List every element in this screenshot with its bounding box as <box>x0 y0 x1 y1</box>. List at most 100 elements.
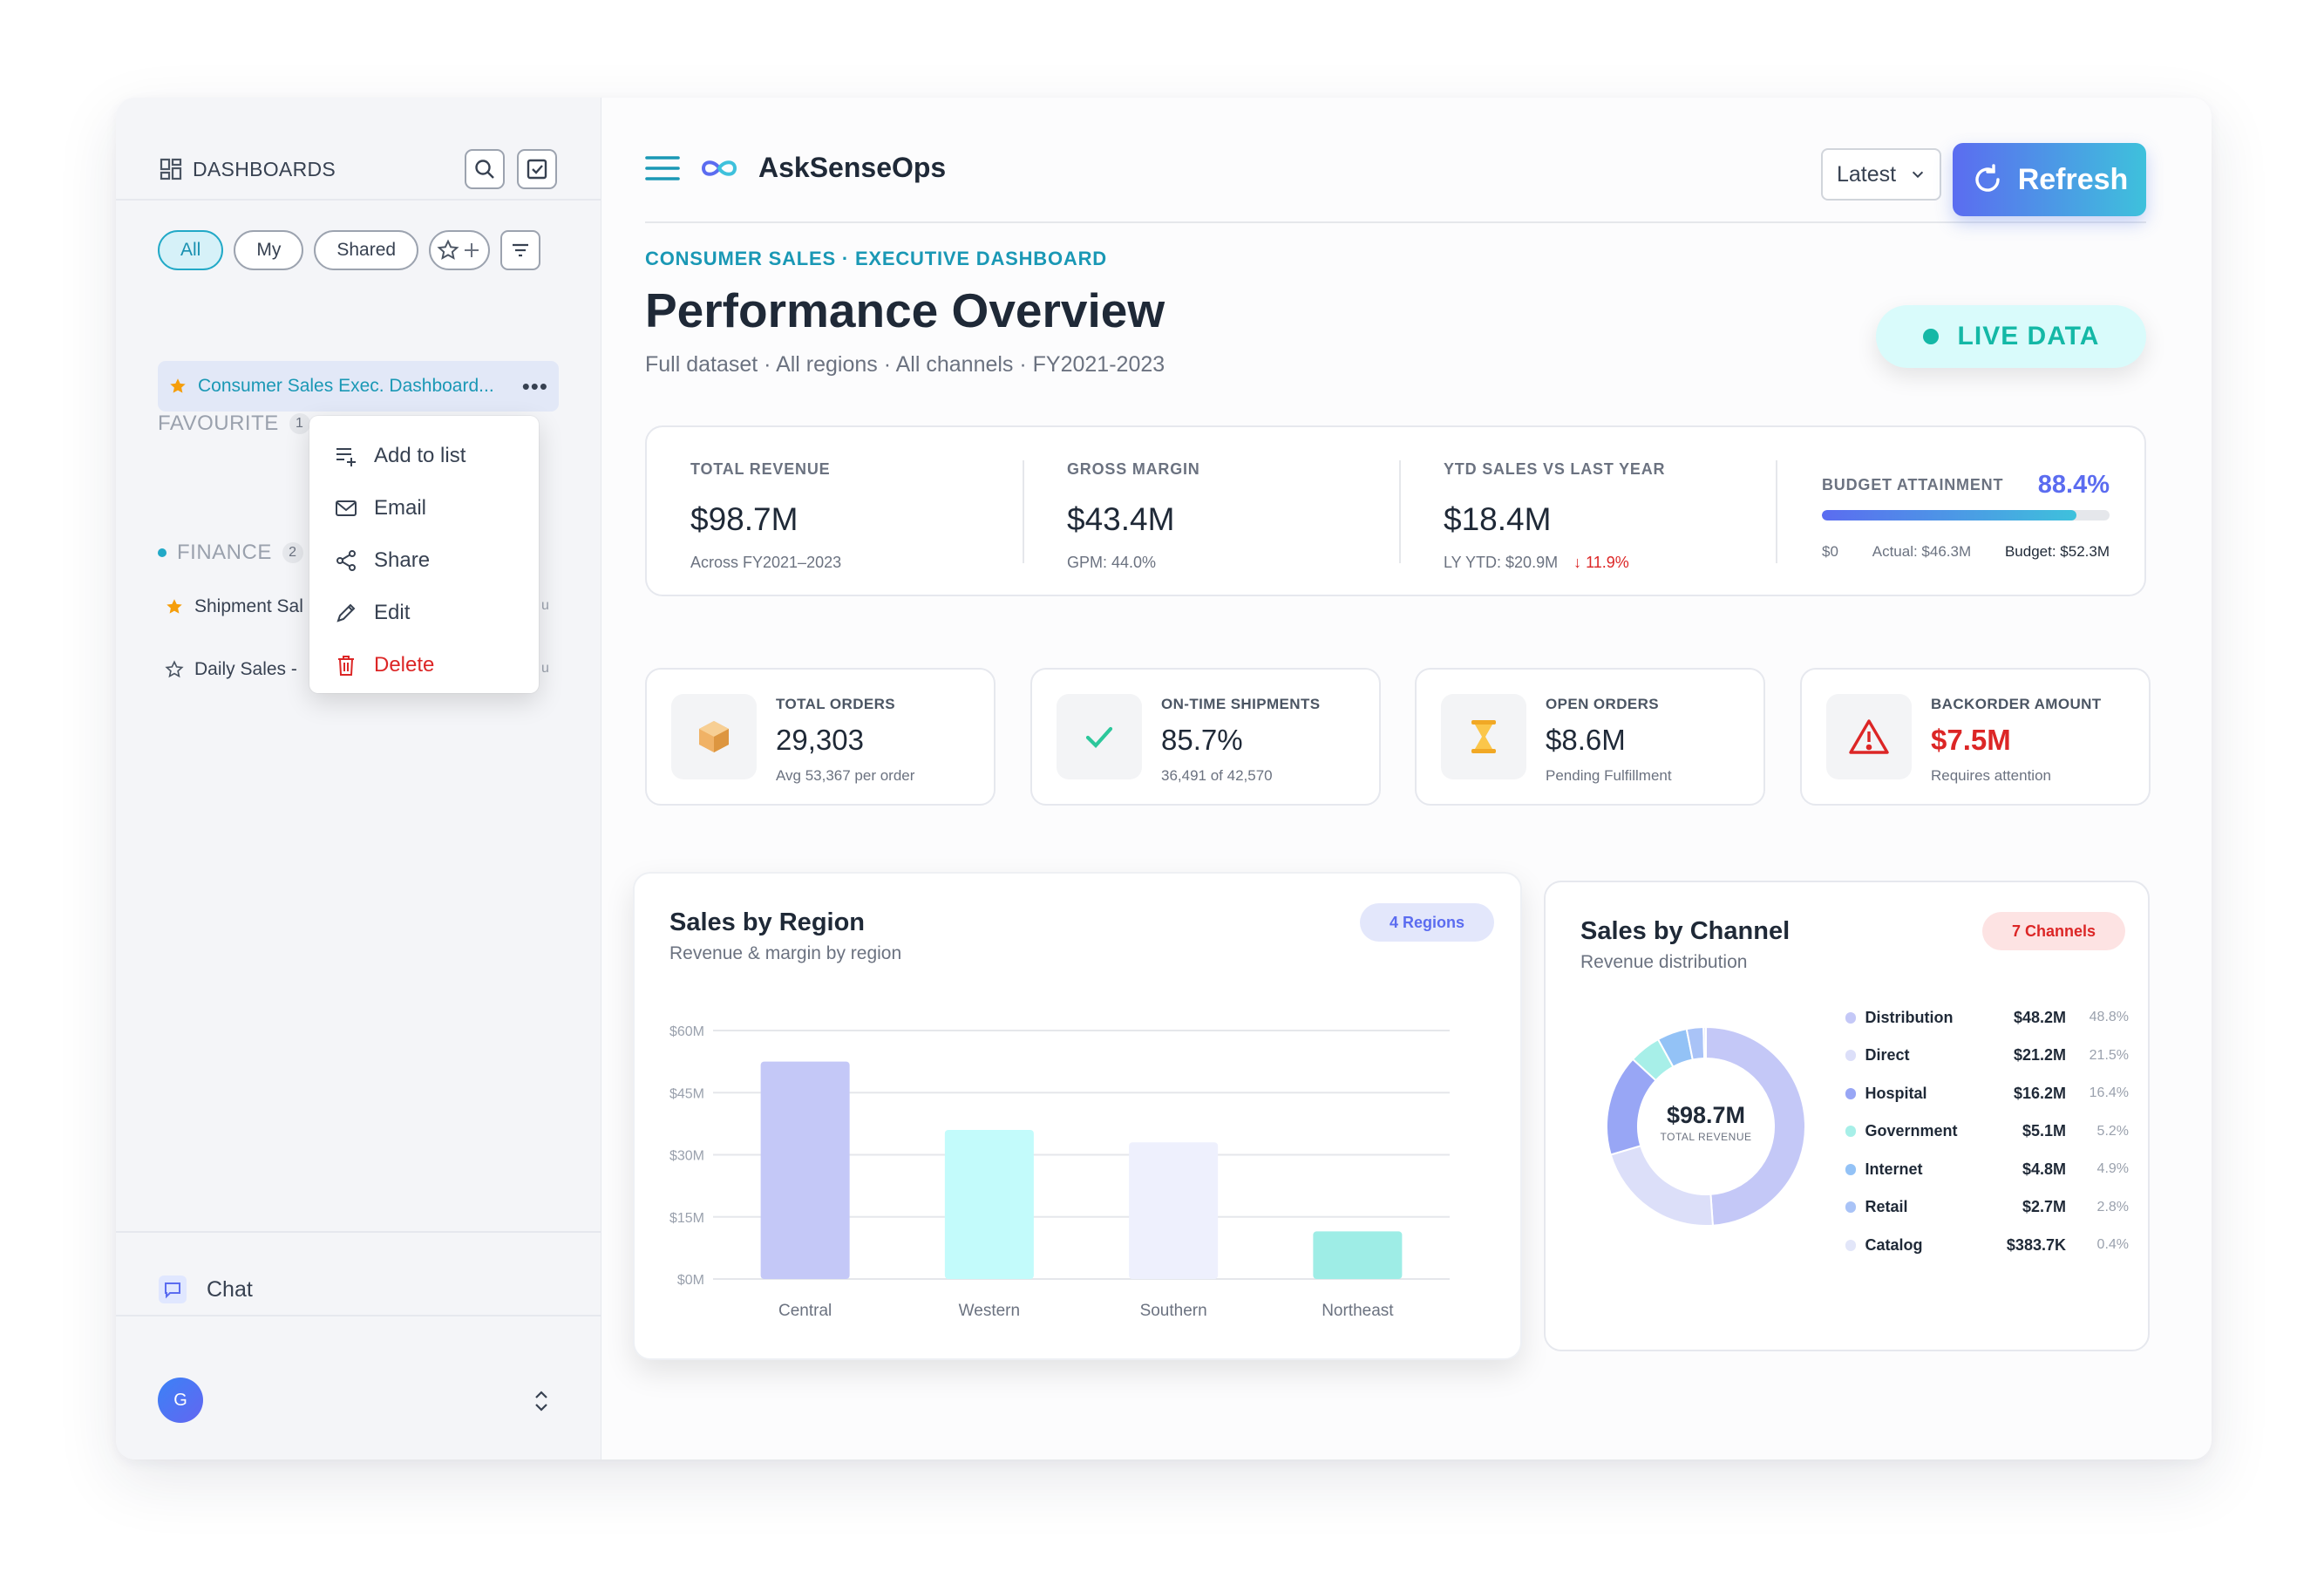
legend-percent: 21.5% <box>2089 1047 2130 1063</box>
bar-western[interactable] <box>944 1130 1034 1279</box>
finance-dot <box>158 548 166 557</box>
filter-my[interactable]: My <box>234 230 304 270</box>
card-label: ON-TIME SHIPMENTS <box>1161 696 1321 712</box>
finance-item-daily-sales[interactable]: Daily Sales - <box>165 659 297 680</box>
legend-item-direct[interactable]: Direct $21.2M 21.5% <box>1845 1044 2129 1067</box>
sidebar-title-label: DASHBOARDS <box>193 157 336 180</box>
period-select[interactable]: Latest <box>1821 148 1941 201</box>
legend-item-distribution[interactable]: Distribution $48.2M 48.8% <box>1845 1006 2129 1029</box>
bar-southern[interactable] <box>1129 1142 1219 1279</box>
finance-item-owner-fragment: u <box>541 661 549 676</box>
donut-slice-direct[interactable] <box>1609 1145 1714 1227</box>
menu-item-label: Share <box>374 548 431 572</box>
legend-swatch <box>1845 1087 1857 1099</box>
refresh-button[interactable]: Refresh <box>1953 143 2146 216</box>
sidebar-search-button[interactable] <box>465 149 505 189</box>
channel-panel-subtitle: Revenue distribution <box>1580 952 1748 972</box>
page-subtitle: Full dataset · All regions · All channel… <box>645 352 1165 377</box>
favourite-label: FAVOURITE <box>158 412 279 435</box>
card-value: 85.7% <box>1161 724 1243 756</box>
x-tick-label: Western <box>959 1302 1020 1320</box>
legend-item-retail[interactable]: Retail $2.7M 2.8% <box>1845 1196 2129 1219</box>
sidebar-select-button[interactable] <box>517 149 557 189</box>
finance-section-header[interactable]: FINANCE 2 <box>158 541 303 565</box>
dashboards-grid-icon <box>160 158 182 180</box>
filter-options-button[interactable] <box>500 230 541 270</box>
user-avatar[interactable]: G <box>158 1378 203 1423</box>
share-icon <box>336 550 356 571</box>
legend-swatch <box>1845 1011 1857 1024</box>
hourglass-icon <box>1441 694 1526 779</box>
refresh-label: Refresh <box>2017 162 2129 196</box>
x-tick-label: Southern <box>1140 1302 1207 1320</box>
card-on-time-shipments: ON-TIME SHIPMENTS 85.7% 36,491 of 42,570 <box>1030 668 1381 806</box>
menu-item-edit[interactable]: Edit <box>309 587 539 639</box>
chevron-up-down-icon[interactable] <box>532 1388 551 1414</box>
legend-value: $21.2M <box>2013 1046 2066 1064</box>
legend-value: $48.2M <box>2013 1008 2066 1026</box>
sidebar-divider <box>116 199 601 201</box>
menu-item-share[interactable]: Share <box>309 534 539 587</box>
legend-item-catalog[interactable]: Catalog $383.7K 0.4% <box>1845 1234 2129 1256</box>
kpi-sub: Across FY2021–2023 <box>690 554 842 571</box>
channel-panel-title: Sales by Channel <box>1580 917 1791 945</box>
chat-icon <box>159 1276 187 1303</box>
donut-slice-catalog[interactable] <box>1702 1025 1707 1060</box>
favourite-section-header[interactable]: FAVOURITE 1 <box>158 412 338 436</box>
legend-swatch <box>1845 1050 1857 1061</box>
menu-item-delete[interactable]: Delete <box>309 639 539 691</box>
hamburger-menu-icon[interactable] <box>645 154 680 182</box>
budget-min: $0 <box>1822 543 1838 560</box>
y-tick-label: $60M <box>669 1024 704 1039</box>
menu-item-email[interactable]: Email <box>309 482 539 534</box>
channel-donut-chart <box>1606 1025 1806 1227</box>
checkbox-icon <box>527 159 547 180</box>
favourite-dashboard-item[interactable]: Consumer Sales Exec. Dashboard... ••• <box>158 361 559 412</box>
donut-center-label: TOTAL REVENUE <box>1660 1131 1752 1143</box>
donut-slice-distribution[interactable] <box>1705 1025 1806 1227</box>
y-tick-label: $30M <box>669 1149 704 1164</box>
legend-swatch <box>1845 1201 1857 1213</box>
bar-central[interactable] <box>760 1061 850 1279</box>
card-sub: Pending Fulfillment <box>1546 767 1672 784</box>
legend-label: Distribution <box>1865 1008 1954 1026</box>
budget-progress-bar <box>1822 510 2110 520</box>
legend-percent: 5.2% <box>2096 1123 2130 1139</box>
filter-shared[interactable]: Shared <box>314 230 419 270</box>
main-content: AskSenseOps Latest Refresh CONSUMER SALE… <box>601 98 2212 1459</box>
donut-center-value: $98.7M <box>1666 1102 1746 1128</box>
kpi-value: $43.4M <box>1067 501 1175 537</box>
star-filled-icon <box>170 378 186 393</box>
menu-item-add-to-list[interactable]: Add to list <box>309 430 539 482</box>
card-backorder-amount: BACKORDER AMOUNT $7.5M Requires attentio… <box>1800 668 2151 806</box>
budget-progress-fill <box>1822 510 2076 520</box>
legend-value: $383.7K <box>2006 1235 2066 1254</box>
card-value: 29,303 <box>776 724 864 756</box>
sidebar-header: DASHBOARDS <box>160 143 557 195</box>
bar-northeast[interactable] <box>1313 1231 1403 1279</box>
card-value: $8.6M <box>1546 724 1626 756</box>
legend-percent: 48.8% <box>2089 1010 2130 1024</box>
kpi-strip: TOTAL REVENUE $98.7M Across FY2021–2023 … <box>645 425 2146 596</box>
budget-actual: Actual: $46.3M <box>1872 543 1972 560</box>
legend-item-government[interactable]: Government $5.1M 5.2% <box>1845 1120 2129 1143</box>
more-options-icon[interactable]: ••• <box>521 372 548 399</box>
kpi-sub: LY YTD: $20.9M <box>1444 554 1559 571</box>
brand: AskSenseOps <box>645 152 946 184</box>
legend-item-hospital[interactable]: Hospital $16.2M 16.4% <box>1845 1082 2129 1105</box>
chat-button[interactable]: Chat <box>158 1275 253 1304</box>
warning-icon <box>1826 694 1912 779</box>
menu-item-label: Delete <box>374 653 435 677</box>
kpi-label: TOTAL REVENUE <box>690 460 831 478</box>
legend-item-internet[interactable]: Internet $4.8M 4.9% <box>1845 1158 2129 1180</box>
favourite-count: 1 <box>289 413 310 434</box>
favourite-add-toggle[interactable] <box>429 230 491 270</box>
finance-item-shipment[interactable]: Shipment Sal <box>165 596 303 617</box>
legend-value: $5.1M <box>2022 1122 2066 1140</box>
finance-item-label: Shipment Sal <box>194 596 303 616</box>
x-tick-label: Central <box>778 1302 832 1320</box>
channels-count-badge: 7 Channels <box>1981 912 2125 950</box>
card-sub: Avg 53,367 per order <box>776 767 915 784</box>
y-tick-label: $45M <box>669 1086 704 1101</box>
filter-all[interactable]: All <box>158 230 224 270</box>
